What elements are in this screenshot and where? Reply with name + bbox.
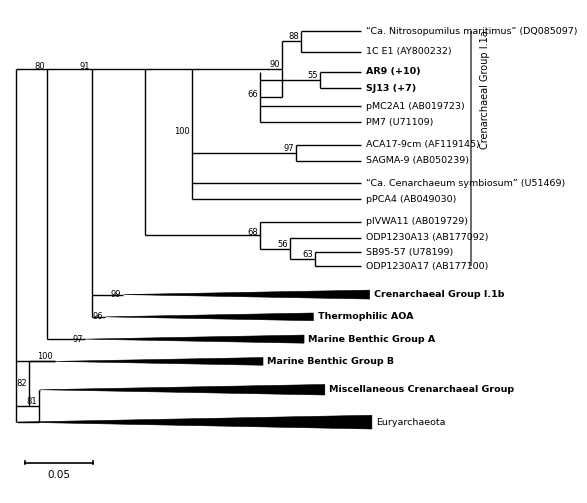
Text: 68: 68: [247, 227, 258, 236]
Polygon shape: [85, 335, 304, 343]
Text: PM7 (U71109): PM7 (U71109): [366, 118, 433, 127]
Polygon shape: [41, 384, 325, 395]
Text: pMC2A1 (AB019723): pMC2A1 (AB019723): [366, 102, 465, 111]
Polygon shape: [123, 290, 370, 299]
Text: Thermophilic AOA: Thermophilic AOA: [318, 312, 413, 321]
Text: 66: 66: [247, 90, 258, 99]
Text: Crenarchaeal Group I.1a: Crenarchaeal Group I.1a: [480, 30, 490, 149]
Text: SAGMA-9 (AB050239): SAGMA-9 (AB050239): [366, 156, 469, 165]
Text: 88: 88: [288, 33, 299, 41]
Text: 90: 90: [269, 60, 280, 69]
Text: 82: 82: [16, 379, 27, 388]
Text: SJ13 (+7): SJ13 (+7): [366, 83, 416, 93]
Text: 100: 100: [174, 127, 190, 136]
Text: 97: 97: [72, 334, 83, 344]
Text: 97: 97: [283, 144, 294, 153]
Text: 99: 99: [111, 290, 122, 299]
Text: Miscellaneous Crenarchaeal Group: Miscellaneous Crenarchaeal Group: [329, 385, 514, 394]
Text: Marine Benthic Group A: Marine Benthic Group A: [308, 334, 436, 344]
Text: 80: 80: [34, 62, 45, 71]
Text: ACA17-9cm (AF119145): ACA17-9cm (AF119145): [366, 140, 480, 149]
Text: 56: 56: [278, 239, 288, 248]
Text: 81: 81: [26, 397, 36, 406]
Text: AR9 (+10): AR9 (+10): [366, 67, 420, 76]
Text: ODP1230A13 (AB177092): ODP1230A13 (AB177092): [366, 233, 488, 242]
Text: 1C E1 (AY800232): 1C E1 (AY800232): [366, 47, 451, 56]
Polygon shape: [55, 358, 263, 365]
Text: SB95-57 (U78199): SB95-57 (U78199): [366, 247, 453, 257]
Text: 63: 63: [302, 250, 313, 259]
Text: “Ca. Cenarchaeum symbiosum” (U51469): “Ca. Cenarchaeum symbiosum” (U51469): [366, 179, 565, 188]
Text: ODP1230A17 (AB177100): ODP1230A17 (AB177100): [366, 262, 488, 271]
Polygon shape: [106, 313, 313, 321]
Text: “Ca. Nitrosopumilus maritimus” (DQ085097): “Ca. Nitrosopumilus maritimus” (DQ085097…: [366, 27, 578, 36]
Text: 0.05: 0.05: [48, 470, 70, 480]
Text: Crenarchaeal Group I.1b: Crenarchaeal Group I.1b: [374, 290, 505, 299]
Text: pIVWA11 (AB019729): pIVWA11 (AB019729): [366, 217, 468, 226]
Text: pPCA4 (AB049030): pPCA4 (AB049030): [366, 195, 456, 204]
Text: 96: 96: [93, 312, 103, 321]
Text: 91: 91: [80, 62, 90, 71]
Text: 55: 55: [308, 71, 318, 80]
Text: Euryarchaeota: Euryarchaeota: [376, 417, 446, 427]
Polygon shape: [16, 415, 372, 429]
Text: Marine Benthic Group B: Marine Benthic Group B: [268, 357, 394, 366]
Text: 100: 100: [37, 353, 53, 361]
